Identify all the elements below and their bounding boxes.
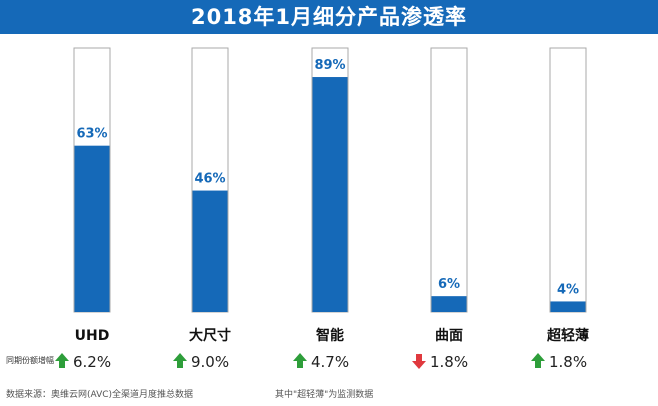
category-label: 超轻薄 <box>546 327 589 344</box>
footer-note: 其中"超轻薄"为监测数据 <box>275 390 374 400</box>
arrow-up-icon <box>293 353 307 368</box>
footer-source: 数据来源：奥维云网(AVC)全渠道月度推总数据 <box>6 390 194 400</box>
growth-value: 6.2% <box>73 353 111 371</box>
arrow-down-icon <box>412 354 426 369</box>
category-label: 智能 <box>315 327 344 344</box>
growth-value: 9.0% <box>191 353 229 371</box>
bar <box>192 190 228 312</box>
arrow-up-icon <box>531 353 545 368</box>
bar-track <box>430 47 468 313</box>
bar <box>74 145 110 312</box>
footer: 数据来源：奥维云网(AVC)全渠道月度推总数据 其中"超轻薄"为监测数据 <box>0 384 658 406</box>
growth-value: 1.8% <box>430 353 468 371</box>
bar <box>431 296 467 312</box>
bar <box>550 301 586 312</box>
category-label: 曲面 <box>435 327 463 344</box>
category-label: UHD <box>75 328 110 344</box>
bar-value-label: 63% <box>76 127 107 142</box>
bar-value-label: 6% <box>438 277 460 292</box>
bar <box>312 77 348 312</box>
bar-value-label: 89% <box>314 58 345 73</box>
arrow-up-icon <box>173 353 187 368</box>
bar-value-label: 46% <box>194 172 225 187</box>
chart-title: 2018年1月细分产品渗透率 <box>0 0 658 34</box>
growth-value: 4.7% <box>311 353 349 371</box>
growth-caption: 同期份额增幅 <box>6 356 54 365</box>
growth-value: 1.8% <box>549 353 587 371</box>
bar-chart: 63% UHD 6.2% 46% 大尺寸 9.0% 89% 智能 4.7% 6% 曲面 1.8% 4% 超… <box>55 47 589 371</box>
arrow-up-icon <box>55 353 69 368</box>
bar-track <box>549 47 587 313</box>
bar-value-label: 4% <box>557 282 579 297</box>
category-label: 大尺寸 <box>189 327 231 344</box>
